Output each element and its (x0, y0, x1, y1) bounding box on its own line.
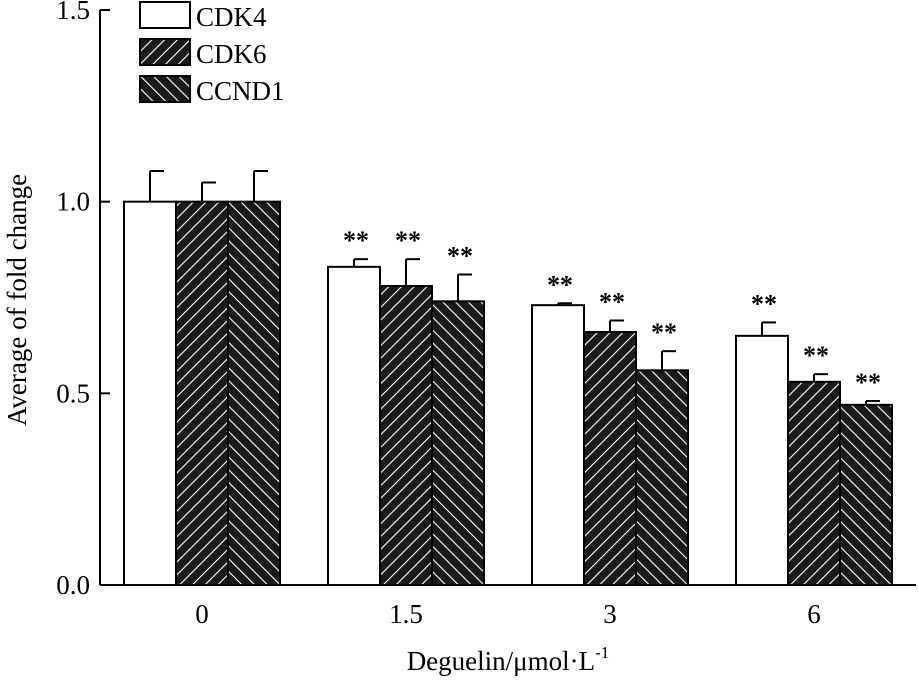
significance-label: ** (395, 226, 421, 255)
bar-ccnd1-1 (431, 300, 485, 586)
legend-label-ccnd1: CCND1 (196, 76, 285, 106)
x-tick-label: 3 (603, 599, 617, 629)
bar-cdk6-1 (379, 285, 433, 586)
legend-label-cdk4: CDK4 (196, 2, 267, 32)
legend: CDK4 CDK6 CCND1 (139, 1, 285, 106)
significance-label: ** (599, 288, 625, 317)
legend-label-cdk6: CDK6 (196, 39, 267, 69)
x-axis-label: Deguelin/μmol·L-1 (407, 643, 610, 676)
x-tick-label: 0 (195, 599, 209, 629)
significance-label: ** (547, 270, 573, 299)
significance-label: ** (343, 226, 369, 255)
bar-cdk6-2 (583, 331, 637, 586)
y-tick-label: 1.0 (56, 187, 90, 217)
bar-ccnd1-3 (839, 403, 893, 587)
x-ticks: 0 1.5 3 6 (195, 575, 821, 629)
significance-markers: ** ** ** ** ** ** ** ** ** (343, 226, 881, 397)
bar-cdk4-0 (123, 200, 177, 587)
bar-ccnd1-0 (227, 200, 281, 587)
y-axis-label: Average of fold change (2, 174, 32, 426)
bar-ccnd1-2 (635, 369, 689, 587)
x-tick-label: 6 (807, 599, 821, 629)
bar-cdk4-3 (735, 334, 789, 587)
x-axis-label-superscript: -1 (595, 643, 609, 662)
x-tick-label: 1.5 (389, 599, 423, 629)
legend-swatch-cdk4 (139, 1, 191, 29)
bar-cdk6-3 (787, 380, 841, 587)
significance-label: ** (803, 341, 829, 370)
bar-cdk4-1 (327, 265, 381, 586)
significance-label: ** (651, 318, 677, 347)
significance-label: ** (855, 368, 881, 397)
bars (123, 200, 893, 587)
y-ticks: 0.0 0.5 1.0 1.5 (56, 0, 110, 600)
bar-cdk4-2 (531, 304, 585, 586)
y-tick-label: 0.0 (56, 570, 90, 600)
x-axis-label-main: Deguelin/μmol·L (407, 646, 595, 676)
legend-swatch-ccnd1 (139, 75, 191, 103)
y-tick-label: 0.5 (56, 378, 90, 408)
y-tick-label: 1.5 (56, 0, 90, 25)
legend-swatch-cdk6 (139, 38, 191, 66)
significance-label: ** (751, 289, 777, 318)
significance-label: ** (447, 242, 473, 271)
bar-cdk6-0 (175, 200, 229, 587)
error-bars (149, 170, 880, 405)
